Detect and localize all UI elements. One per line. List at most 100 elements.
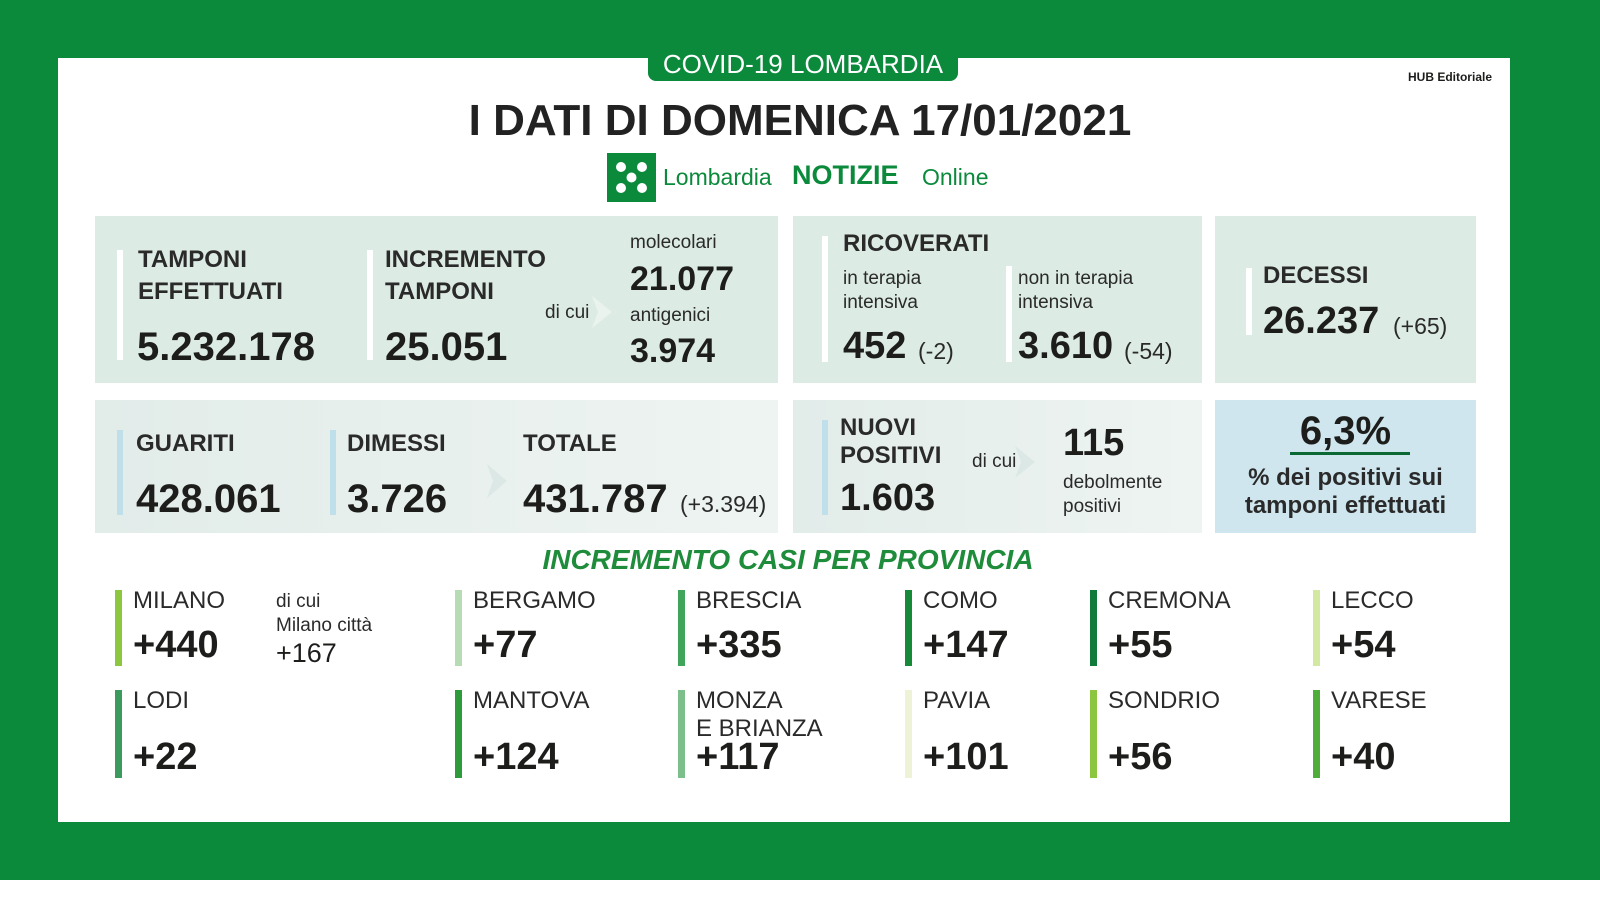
note-value: +167 <box>276 638 337 668</box>
change: (-54) <box>1124 338 1173 364</box>
divider <box>117 250 123 360</box>
bottom-strip <box>0 880 1600 899</box>
label: molecolari <box>630 232 717 253</box>
value: 428.061 <box>136 477 281 521</box>
value: 6,3% <box>1299 409 1392 453</box>
province-name: MILANO <box>133 587 226 614</box>
label: di cui <box>545 302 590 323</box>
title: I DATI DI DOMENICA 17/01/2021 <box>468 96 1132 145</box>
province-bar <box>115 590 122 666</box>
label: NUOVI POSITIVI <box>840 414 942 469</box>
province-bar <box>1090 690 1097 778</box>
province-bar <box>1090 590 1097 666</box>
value: 25.051 <box>385 325 508 369</box>
divider <box>367 250 373 360</box>
label: non in terapia intensiva <box>1018 268 1134 313</box>
value: 115 <box>1063 422 1125 464</box>
divider <box>1246 268 1252 335</box>
province-value: +55 <box>1108 624 1173 666</box>
badge <box>648 48 958 81</box>
chevron <box>1015 446 1035 478</box>
province-name: PAVIA <box>923 687 991 714</box>
credit: HUB Editoriale <box>1407 70 1492 84</box>
hospital-card <box>793 216 1202 383</box>
note-label: di cui Milano città <box>276 591 373 636</box>
province-bar <box>455 590 462 666</box>
province-name: BERGAMO <box>473 587 596 614</box>
province-value: +54 <box>1331 624 1396 666</box>
brand-prefix: Lombardia <box>663 164 772 190</box>
deaths-card <box>1215 216 1476 383</box>
label: TOTALE <box>523 430 617 457</box>
province-name: MONZA E BRIANZA <box>696 687 823 742</box>
province-bar <box>905 690 912 778</box>
divider <box>117 430 123 515</box>
value: 21.077 <box>630 260 734 298</box>
label: debolmente positivi <box>1063 472 1163 517</box>
label: di cui <box>972 451 1017 472</box>
value: 1.603 <box>840 477 936 519</box>
label: INCREMENTO TAMPONI <box>385 246 546 305</box>
province-name: MANTOVA <box>473 687 590 714</box>
brand-suffix: Online <box>922 164 989 190</box>
chevron <box>487 464 507 498</box>
value: 431.787 <box>523 477 668 521</box>
label: TAMPONI EFFETTUATI <box>138 246 283 305</box>
divider <box>822 420 828 515</box>
province-value: +335 <box>696 624 782 666</box>
underline <box>1290 452 1410 455</box>
label: % dei positivi sui tamponi effettuati <box>1244 464 1447 519</box>
value: 26.237 <box>1263 300 1380 342</box>
province-value: +22 <box>133 736 198 778</box>
province-bar <box>678 590 685 666</box>
label: antigenici <box>630 305 711 326</box>
change: (+3.394) <box>680 491 767 517</box>
divider <box>822 236 828 362</box>
province-value: +147 <box>923 624 1009 666</box>
province-name: SONDRIO <box>1108 687 1221 714</box>
value: 452 <box>843 325 907 367</box>
label: DECESSI <box>1263 262 1369 289</box>
change: (+65) <box>1393 313 1448 339</box>
province-value: +77 <box>473 624 538 666</box>
province-bar <box>115 690 122 778</box>
province-name: LECCO <box>1331 587 1414 614</box>
value: 5.232.178 <box>137 325 315 369</box>
province-value: +117 <box>696 736 780 778</box>
province-bar <box>455 690 462 778</box>
province-name: BRESCIA <box>696 587 802 614</box>
value: 3.726 <box>347 477 448 521</box>
divider <box>330 430 336 515</box>
label: in terapia intensiva <box>843 268 922 313</box>
province-bar <box>678 690 685 778</box>
province-value: +56 <box>1108 736 1173 778</box>
positives-card <box>793 400 1202 533</box>
label: DIMESSI <box>347 430 446 457</box>
province-bar <box>1313 690 1320 778</box>
province-name: CREMONA <box>1108 587 1231 614</box>
province-name: COMO <box>923 587 998 614</box>
recovered-card <box>95 400 778 533</box>
section-title: INCREMENTO CASI PER PROVINCIA <box>542 544 1034 575</box>
label: RICOVERATI <box>843 230 990 257</box>
chevron <box>592 296 612 328</box>
brand-main: NOTIZIE <box>792 160 899 190</box>
province-bar <box>905 590 912 666</box>
tests-card <box>95 216 778 383</box>
province-value: +124 <box>473 736 559 778</box>
value: 3.974 <box>630 332 716 370</box>
province-name: VARESE <box>1331 687 1427 714</box>
province-value: +40 <box>1331 736 1396 778</box>
positivity-card <box>1215 400 1476 533</box>
logo <box>607 153 656 202</box>
divider <box>1006 266 1012 362</box>
province-name: LODI <box>133 687 190 714</box>
province-value: +101 <box>923 736 1009 778</box>
change: (-2) <box>918 338 954 364</box>
value: 3.610 <box>1018 325 1114 367</box>
province-bar <box>1313 590 1320 666</box>
label: GUARITI <box>136 430 235 457</box>
province-value: +440 <box>133 624 219 666</box>
badge-text: COVID-19 LOMBARDIA <box>662 49 944 79</box>
